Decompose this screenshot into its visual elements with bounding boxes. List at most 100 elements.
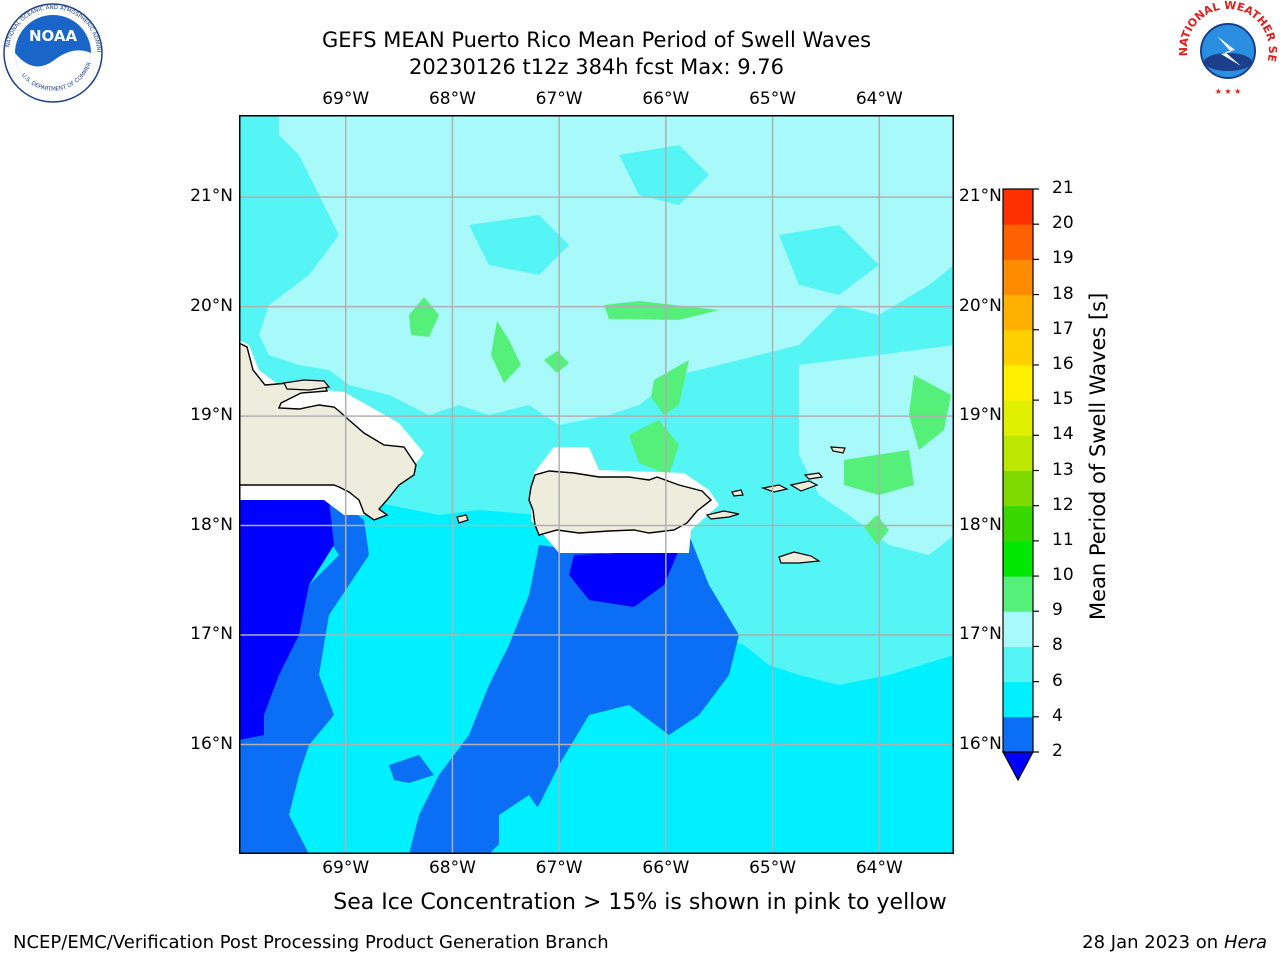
field-band-8-9 (259, 115, 954, 425)
lon-label-bottom: 69°W (322, 858, 370, 878)
colorbar-band (1003, 400, 1033, 436)
footer-machine: Hera (1223, 932, 1267, 953)
noaa-logo-text: NOAA (29, 27, 78, 45)
gridlines (239, 115, 954, 854)
colorbar-band (1003, 576, 1033, 612)
colorbar-level-label: 6 (1052, 670, 1063, 691)
noaa-logo: NOAA NATIONAL OCEANIC AND ATMOSPHERIC AD… (3, 3, 103, 103)
field-band-under-2-b (569, 550, 679, 607)
title-line-1: GEFS MEAN Puerto Rico Mean Period of Swe… (321, 28, 872, 52)
colorbar-level-label: 20 (1052, 213, 1074, 234)
colorbar-band (1003, 540, 1033, 577)
lat-label-left: 20°N (190, 295, 233, 316)
island-bvi-a (789, 480, 819, 492)
nws-logo: NATIONAL WEATHER SERVICE ★ ★ ★ (1177, 0, 1279, 100)
island-culebra-vieques (705, 510, 740, 520)
colorbar-band (1003, 259, 1033, 296)
colorbar-level-label: 13 (1052, 459, 1074, 480)
colorbar-level-label: 14 (1052, 424, 1074, 445)
colorbar-band (1003, 329, 1033, 366)
lon-label-bottom: 67°W (535, 858, 583, 878)
lon-label-top: 69°W (322, 89, 370, 109)
island-bvi-b (803, 472, 824, 480)
lat-label-right: 18°N (959, 514, 1002, 535)
colorbar-bands (1003, 188, 1039, 753)
colorbar-level-label: 17 (1052, 318, 1074, 339)
colorbar-band (1003, 716, 1033, 753)
island-st-croix (778, 551, 821, 564)
colorbar-level-label: 16 (1052, 353, 1074, 374)
island-usvi-b (760, 484, 789, 493)
field-band-9-10-i (864, 515, 889, 545)
field-band-6-8-patch-a (469, 215, 569, 275)
field-band-4-6-patch-b (499, 795, 549, 854)
colorbar-band (1003, 681, 1033, 718)
lon-label-top: 68°W (428, 89, 476, 109)
lat-label-right: 16°N (959, 733, 1002, 754)
field-band-6-8-patch-c (779, 225, 879, 295)
colorbar-band (1003, 505, 1033, 542)
colorbar-level-label: 18 (1052, 283, 1074, 304)
map-panel (239, 115, 954, 854)
colorbar-level-label: 11 (1052, 529, 1074, 550)
field-band-9-10-h (909, 375, 951, 450)
colorbar-band (1003, 646, 1033, 683)
colorbar-outline (1002, 188, 1034, 753)
field-band-2-4-center (409, 535, 739, 854)
field-band-9-10-d (604, 301, 719, 320)
lon-label-bottom: 68°W (428, 858, 476, 878)
lon-label-bottom: 64°W (855, 858, 903, 878)
colorbar-level-label: 2 (1052, 741, 1063, 761)
lon-label-bottom: 66°W (642, 858, 690, 878)
lat-label-right: 19°N (959, 405, 1002, 426)
colorbar-level-label: 15 (1052, 389, 1074, 410)
lat-label-left: 19°N (190, 405, 233, 426)
sea-ice-note: Sea Ice Concentration > 15% is shown in … (333, 890, 947, 915)
lat-label-right: 21°N (959, 186, 1002, 207)
colorbar-band (1003, 294, 1033, 331)
island-mona (456, 514, 469, 524)
colorbar-level-label: 4 (1052, 705, 1063, 726)
field-band-9-10-c (544, 351, 569, 373)
lon-label-top: 67°W (535, 89, 583, 109)
lon-label-top: 65°W (749, 89, 797, 109)
lat-label-right: 20°N (959, 295, 1002, 316)
colorbar-title: Mean Period of Swell Waves [s] (1086, 292, 1110, 620)
field-band-9-10-e (651, 360, 689, 415)
footer-date: 28 Jan 2023 on Hera (1082, 932, 1267, 953)
colorbar-band (1003, 435, 1033, 471)
lat-label-left: 18°N (190, 514, 233, 535)
lon-label-bottom: 65°W (749, 858, 797, 878)
colorbar-band (1003, 189, 1033, 225)
field-band-6-8-patch-b (619, 145, 709, 205)
lat-label-right: 17°N (959, 624, 1002, 645)
lat-label-left: 16°N (190, 733, 233, 754)
footer-date-text: 28 Jan 2023 on (1082, 932, 1224, 953)
colorbar-level-label: 9 (1052, 600, 1063, 621)
title-line-2: 20230126 t12z 384h fcst Max: 9.76 (409, 55, 784, 79)
field-band-9-10-b (491, 321, 521, 383)
field-band-2-4-small (389, 755, 434, 783)
colorbar-level-label: 12 (1052, 494, 1074, 515)
field-band-under-2 (239, 500, 334, 740)
map-border (239, 115, 954, 854)
island-tortuga (283, 379, 331, 391)
colorbar-level-label: 8 (1052, 635, 1063, 656)
lat-label-left: 21°N (190, 186, 233, 207)
colorbar (1001, 188, 1039, 782)
lon-label-top: 66°W (642, 89, 690, 109)
colorbar-band (1003, 470, 1033, 507)
island-usvi-a (731, 489, 744, 497)
island-anegada (829, 446, 846, 454)
svg-text:★ ★ ★: ★ ★ ★ (1215, 87, 1242, 96)
lon-label-top: 64°W (855, 89, 903, 109)
colorbar-band (1003, 224, 1033, 260)
colorbar-under-triangle (1001, 751, 1035, 782)
footer-branch: NCEP/EMC/Verification Post Processing Pr… (13, 932, 609, 953)
lat-label-left: 17°N (190, 624, 233, 645)
colorbar-level-label: 19 (1052, 248, 1074, 269)
colorbar-band (1003, 364, 1033, 401)
colorbar-level-label: 10 (1052, 565, 1074, 586)
colorbar-level-label: 21 (1052, 178, 1074, 198)
colorbar-band (1003, 611, 1033, 647)
